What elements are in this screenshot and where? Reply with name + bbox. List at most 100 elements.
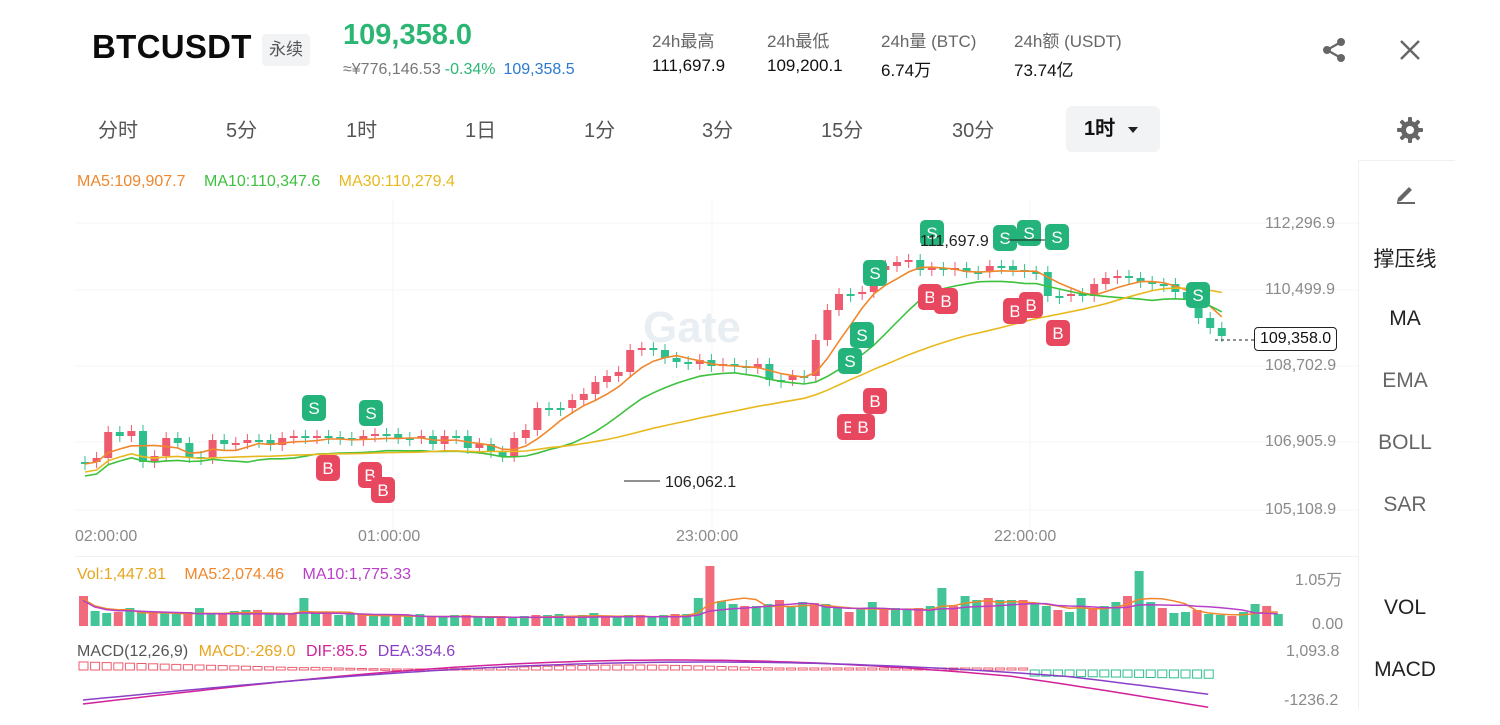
macd-bar xyxy=(600,664,611,671)
volume-bar xyxy=(531,615,541,626)
y-tick: 110,499.9 xyxy=(1265,281,1335,298)
volume-bar xyxy=(357,614,367,626)
buy-badge-label: B xyxy=(364,466,375,485)
tool-macd[interactable]: MACD xyxy=(1374,658,1436,681)
candle-body xyxy=(1194,300,1203,318)
legend-macd: MACD:-269.0 xyxy=(198,643,296,660)
candle-body xyxy=(637,348,646,350)
macd-bar xyxy=(693,665,704,671)
volume-chart[interactable] xyxy=(75,560,1360,632)
macd-bar xyxy=(983,667,994,671)
vol-y-tick: 1.05万 xyxy=(1295,572,1343,589)
volume-bar xyxy=(1157,608,1167,626)
volume-bar xyxy=(554,614,564,626)
candle-body xyxy=(510,438,519,456)
tab-30m[interactable]: 30分 xyxy=(952,120,995,142)
macd-bar xyxy=(333,667,344,671)
sell-badge-label: S xyxy=(1051,228,1062,247)
stat-value: 73.74亿 xyxy=(1014,61,1074,80)
candle-body xyxy=(220,440,229,444)
stat-label: 24h量 (BTC) xyxy=(881,32,977,51)
candle-body xyxy=(927,268,936,270)
candle-body xyxy=(475,444,484,448)
macd-bar xyxy=(820,667,831,671)
macd-bar xyxy=(1157,669,1168,679)
tab-15m[interactable]: 15分 xyxy=(821,120,864,142)
macd-bar xyxy=(356,668,367,671)
tool-ma[interactable]: MA xyxy=(1389,307,1421,330)
x-tick: 02:00:00 xyxy=(75,528,138,545)
candle-body xyxy=(313,436,321,438)
volume-bar xyxy=(1065,612,1074,626)
candle-body xyxy=(1101,278,1110,284)
candle-body xyxy=(301,436,310,438)
buy-badge-label: B xyxy=(857,418,868,437)
dea-line xyxy=(82,661,1209,701)
macd-bar xyxy=(577,664,588,671)
candle-body xyxy=(835,294,843,310)
macd-chart[interactable] xyxy=(75,640,1360,712)
macd-bar xyxy=(287,666,298,671)
stat-label: 24h最低 xyxy=(767,32,830,51)
sell-badge-label: S xyxy=(856,326,867,345)
volume-bar xyxy=(1018,600,1028,626)
volume-bar xyxy=(821,604,831,626)
volume-bar xyxy=(461,615,471,626)
macd-bar xyxy=(1076,669,1087,678)
tab-1d[interactable]: 1日 xyxy=(465,120,497,142)
volume-bar xyxy=(519,616,529,626)
candle-body xyxy=(92,458,101,462)
volume-bar xyxy=(473,616,483,626)
close-icon[interactable] xyxy=(1397,37,1423,63)
volume-bar xyxy=(171,614,181,626)
symbol-title: BTCUSDT xyxy=(92,28,252,65)
tab-active-interval[interactable]: 1时 xyxy=(1066,106,1160,152)
buy-badge-label: B xyxy=(924,288,935,307)
legend-vol: Vol:1,447.81 xyxy=(77,566,166,583)
x-tick: 01:00:00 xyxy=(358,528,421,545)
tab-1h[interactable]: 1时 xyxy=(346,120,378,142)
candle-body xyxy=(823,310,832,340)
volume-bar xyxy=(728,604,738,626)
sell-badge xyxy=(850,322,874,348)
volume-bar xyxy=(577,615,587,626)
tool-support-resistance[interactable]: 撑压线 xyxy=(1373,248,1437,271)
tab-3m[interactable]: 3分 xyxy=(702,120,734,142)
volume-bar xyxy=(1239,612,1248,626)
tab-1m[interactable]: 1分 xyxy=(584,120,616,142)
high-price-marker: 111,697.9 xyxy=(920,233,989,250)
tool-boll[interactable]: BOLL xyxy=(1378,431,1432,454)
candle-body xyxy=(1148,282,1157,284)
volume-bar xyxy=(1088,608,1098,626)
candle-body xyxy=(394,434,403,438)
sell-badge-label: S xyxy=(1192,286,1203,305)
x-tick: 22:00:00 xyxy=(994,528,1057,545)
macd-bar xyxy=(670,664,681,671)
volume-bar xyxy=(1169,613,1179,626)
volume-bar xyxy=(276,614,286,626)
macd-bar xyxy=(264,666,275,671)
tool-vol[interactable]: VOL xyxy=(1383,596,1427,619)
macd-bar xyxy=(194,664,205,671)
macd-bar xyxy=(240,665,251,671)
volume-bar xyxy=(496,616,506,626)
pencil-icon[interactable] xyxy=(1394,181,1418,205)
low-price-marker: 106,062.1 xyxy=(665,474,736,491)
share-icon[interactable] xyxy=(1320,36,1348,64)
gear-icon[interactable] xyxy=(1396,116,1424,144)
macd-bar xyxy=(1087,669,1098,678)
tab-time-share[interactable]: 分时 xyxy=(98,120,138,142)
sell-badge-label: S xyxy=(1023,224,1034,243)
tab-5m[interactable]: 5分 xyxy=(226,120,258,142)
volume-bar xyxy=(856,608,866,626)
tool-ema[interactable]: EMA xyxy=(1382,369,1428,392)
candle-body xyxy=(498,452,507,456)
macd-bar xyxy=(124,662,135,671)
sell-badge xyxy=(838,348,862,374)
candle-body xyxy=(753,364,762,368)
candle-body xyxy=(417,436,426,438)
tool-sar[interactable]: SAR xyxy=(1383,493,1427,516)
volume-bar xyxy=(229,611,239,626)
macd-bar xyxy=(774,667,785,671)
